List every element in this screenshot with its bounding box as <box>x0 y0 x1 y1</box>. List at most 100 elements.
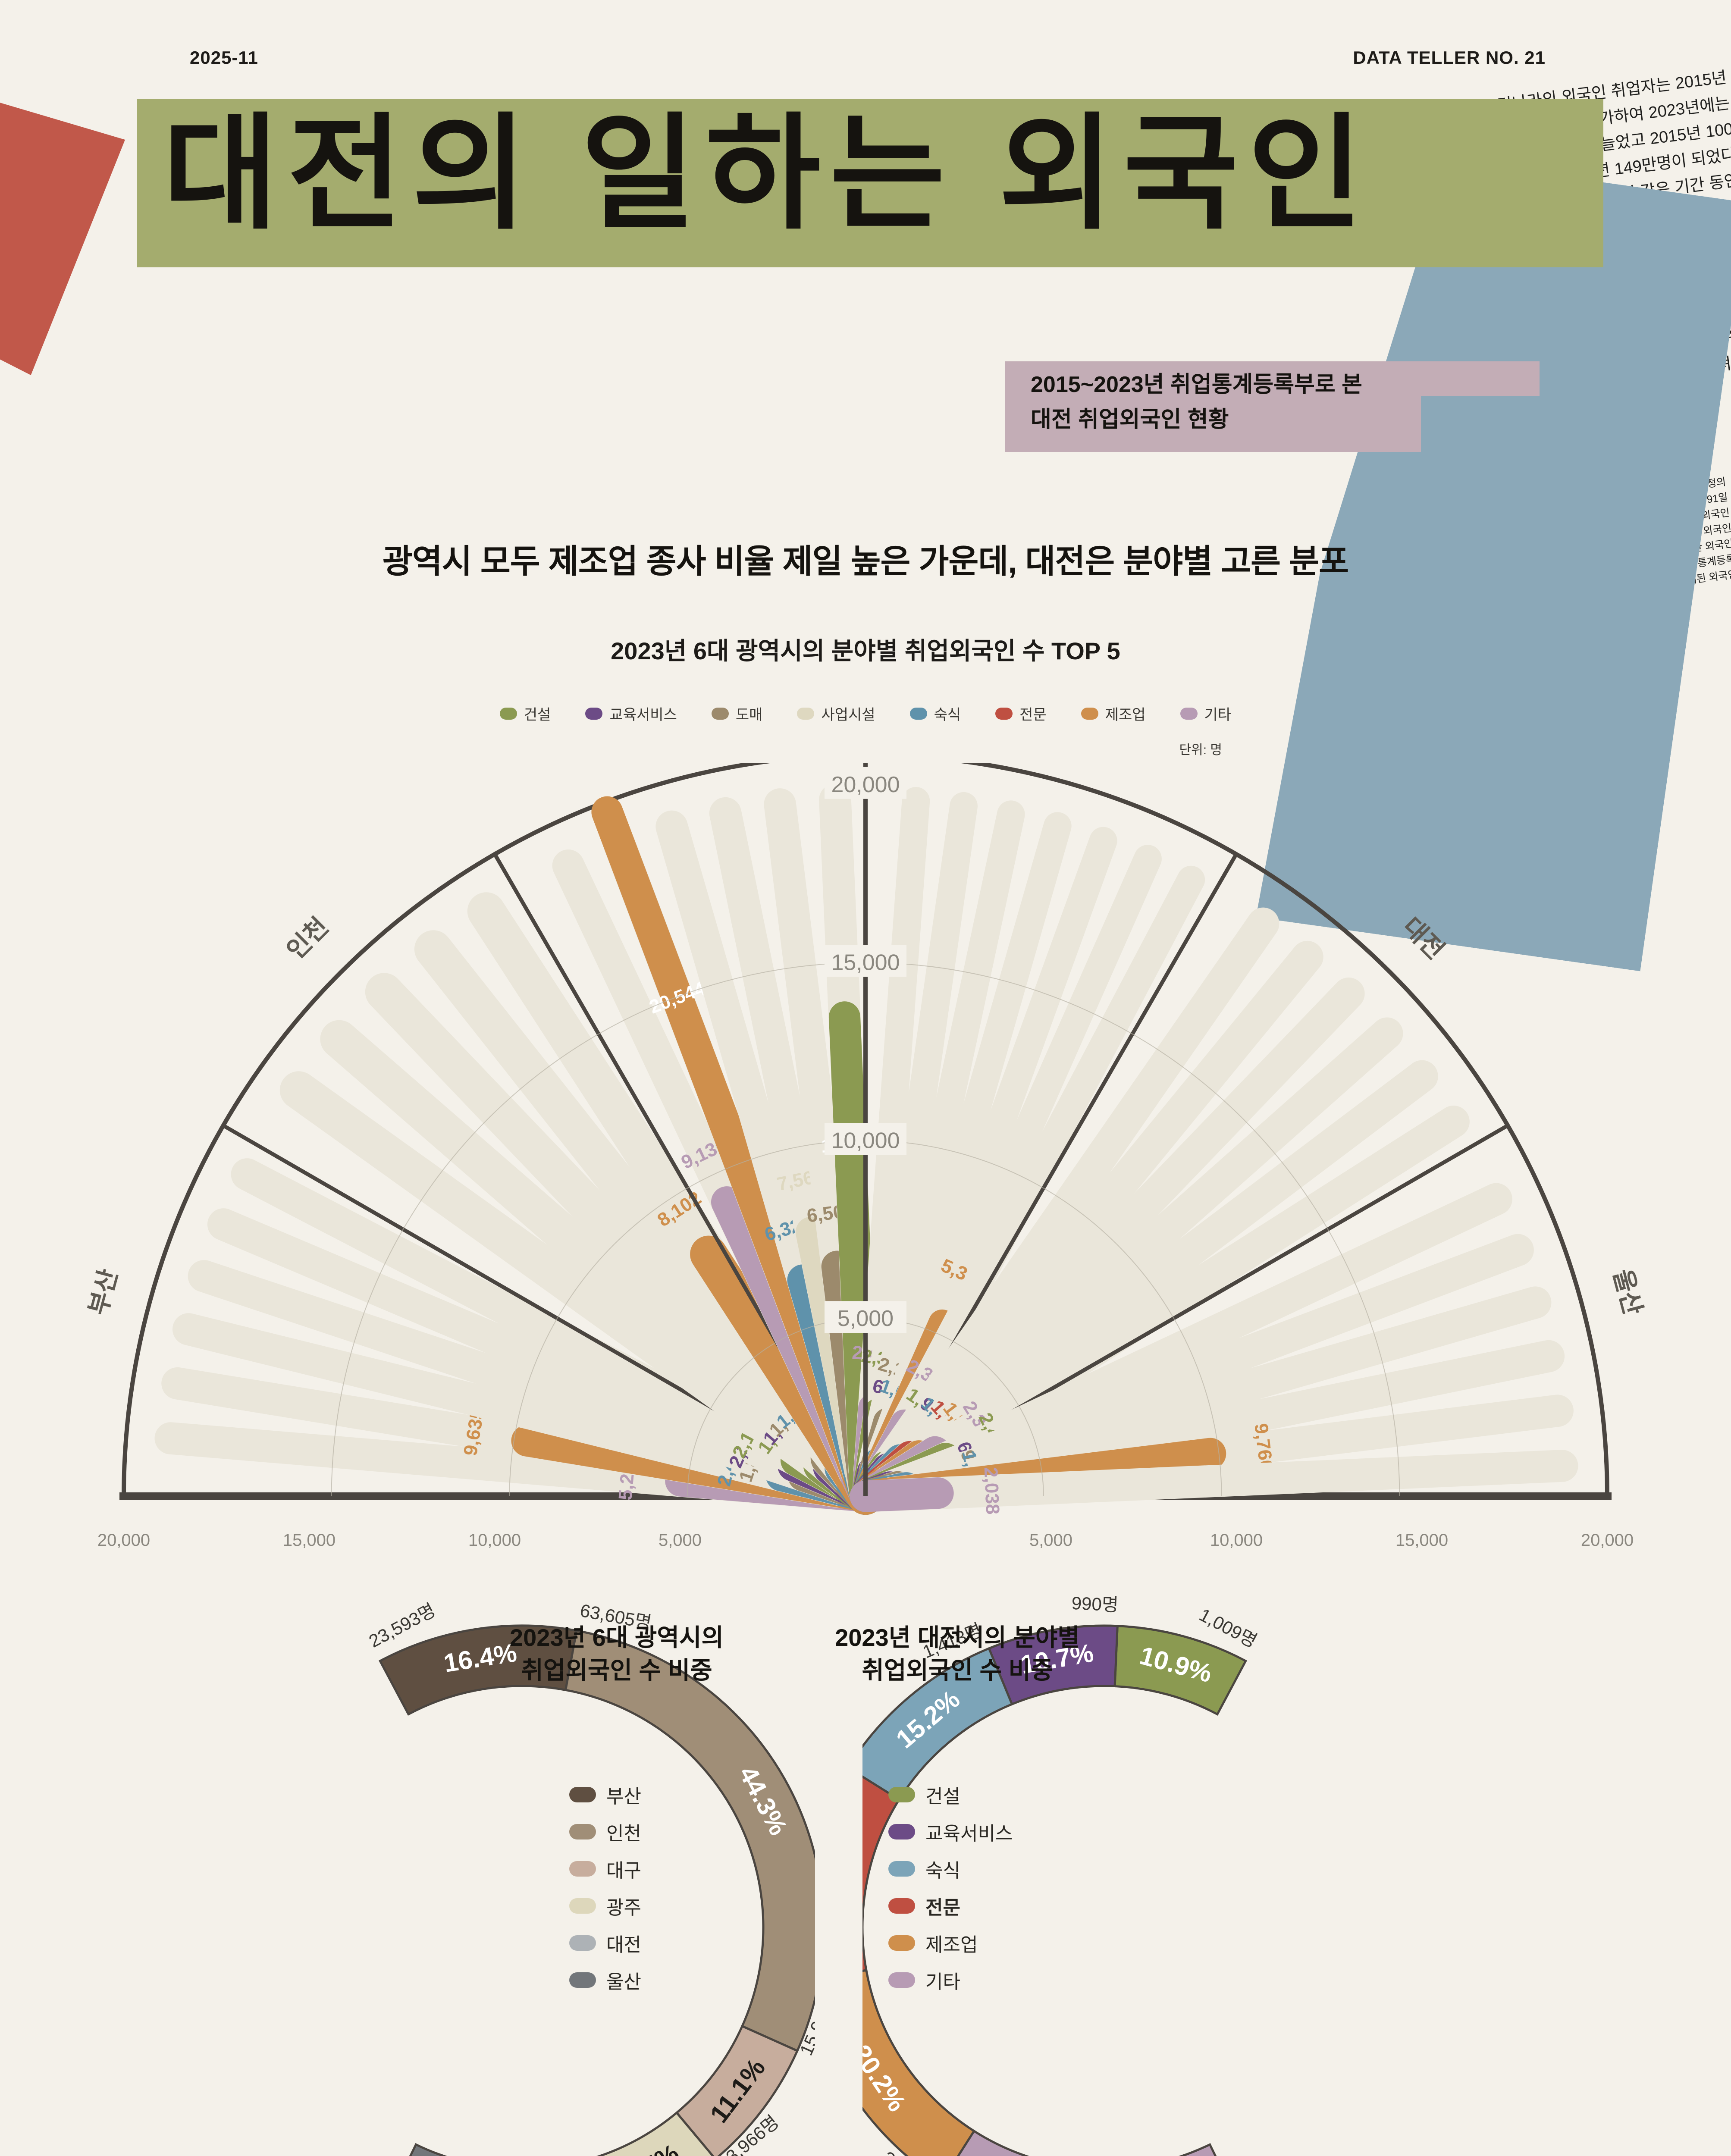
legend-item-건설[interactable]: 건설 <box>499 703 551 724</box>
radial-track <box>871 1106 1470 1499</box>
legend-label: 도매 <box>735 707 763 723</box>
donut-legend-item-대전[interactable]: 대전 <box>569 1929 641 1957</box>
unit-label: 단위: 명 <box>1179 743 1222 757</box>
axis-tick-label: 15,000 <box>282 1531 336 1550</box>
legend-swatch-icon <box>888 1898 915 1914</box>
legend-label: 사업시설 <box>821 707 875 723</box>
radial-tick-bg <box>825 1301 906 1333</box>
radial-tick-label: 5,000 <box>837 1306 894 1331</box>
legend-swatch-icon <box>499 707 517 720</box>
legend-swatch-icon <box>888 1972 915 1988</box>
legend-swatch-icon <box>569 1787 596 1802</box>
radial-value-label: 2,038 <box>980 1467 1003 1515</box>
legend-label: 숙식 <box>934 707 961 723</box>
legend-label: 부산 <box>606 1786 641 1807</box>
donut-legend-item-제조업[interactable]: 제조업 <box>888 1929 1013 1957</box>
legend-swatch-icon <box>711 707 729 720</box>
legend-swatch-icon <box>888 1935 915 1951</box>
issue-date: 2025-11 <box>190 47 258 68</box>
legend-label: 숙식 <box>925 1860 960 1881</box>
legend-item-기타[interactable]: 기타 <box>1180 703 1232 724</box>
subtitle-text: 2015~2023년 취업통계등록부로 본 대전 취업외국인 현황 <box>1031 372 1363 432</box>
radial-tick-label: 10,000 <box>831 1128 900 1153</box>
legend-swatch-icon <box>569 1861 596 1877</box>
legend-item-제조업[interactable]: 제조업 <box>1081 703 1146 724</box>
radial-axis-labels: 20,000 15,000 10,000 5,000 5,000 10,000 15,000… <box>0 1526 1731 1557</box>
radial-track <box>875 1450 1578 1511</box>
radial-tick-bg <box>825 945 906 977</box>
donut-count-label: 990명 <box>1071 1593 1119 1615</box>
legend-label: 인천 <box>606 1823 641 1844</box>
axis-tick-label: 20,000 <box>97 1531 151 1550</box>
title-banner: 대전의 일하는 외국인 <box>137 99 1603 267</box>
radial-track <box>863 865 1205 1488</box>
donut-left-title: 2023년 6대 광역시의 취업외국인 수 비중 <box>510 1624 724 1684</box>
legend-swatch-icon <box>888 1824 915 1839</box>
legend-swatch-icon <box>585 707 603 720</box>
axis-tick-label: 15,000 <box>1395 1531 1449 1550</box>
legend-swatch-icon <box>995 707 1013 720</box>
legend-label: 전문 <box>1019 707 1047 723</box>
legend-label: 기타 <box>925 1971 960 1993</box>
six-metro-donut: 16.4%23,593명44.3%63,605명11.1%15,944명9.7%… <box>82 1591 844 2156</box>
legend-label: 전문 <box>925 1897 960 1918</box>
legend-swatch-icon <box>888 1787 915 1802</box>
radial-chart-svg: 5,2059,6352,4311,8352,2012,1911,5091,264… <box>84 763 1647 1515</box>
donut-slice-대구[interactable] <box>675 2024 799 2156</box>
radial-tick-label: 20,000 <box>831 772 900 797</box>
decorative-red-arrow: 공공데이터 활용 <box>0 73 125 375</box>
radial-tick-label: 15,000 <box>831 950 900 975</box>
donut-legend-item-울산[interactable]: 울산 <box>569 1966 641 1994</box>
legend-label: 기타 <box>1204 707 1232 723</box>
legend-label: 교육서비스 <box>925 1823 1013 1844</box>
legend-label: 제조업 <box>1105 707 1146 723</box>
legend-item-사업시설[interactable]: 사업시설 <box>797 703 875 724</box>
radial-track <box>231 1158 859 1501</box>
donut-slice-기타[interactable] <box>942 2129 1236 2156</box>
legend-label: 제조업 <box>925 1934 978 1955</box>
sector-legend: 건설 교육서비스 도매 사업시설 숙식 전문 제조업 기타 <box>0 703 1731 724</box>
donut-legend-item-대구[interactable]: 대구 <box>569 1855 641 1883</box>
donut-legend-item-부산[interactable]: 부산 <box>569 1781 641 1808</box>
axis-tick-label: 10,000 <box>468 1531 521 1550</box>
donut-legend-item-광주[interactable]: 광주 <box>569 1892 641 1920</box>
data-teller-number: DATA TELLER NO. 21 <box>1353 47 1546 68</box>
donut-legend-item-건설[interactable]: 건설 <box>888 1781 1013 1808</box>
radial-bar-기타 <box>850 1477 954 1512</box>
radial-city-label-대전: 대전 <box>1397 912 1449 965</box>
donut-legend-item-교육서비스[interactable]: 교육서비스 <box>888 1818 1013 1846</box>
legend-swatch-icon <box>569 1935 596 1951</box>
legend-label: 교육서비스 <box>609 707 677 723</box>
donut-slice-광주[interactable] <box>593 2111 715 2156</box>
legend-item-교육서비스[interactable]: 교육서비스 <box>585 703 677 724</box>
legend-label: 건설 <box>925 1786 960 1807</box>
legend-label: 광주 <box>606 1897 641 1918</box>
donut-legend-item-인천[interactable]: 인천 <box>569 1818 641 1846</box>
axis-tick-label: 20,000 <box>1580 1531 1634 1550</box>
page-title: 대전의 일하는 외국인 <box>163 104 1373 244</box>
legend-swatch-icon <box>888 1861 915 1877</box>
legend-swatch-icon <box>1081 707 1098 720</box>
legend-swatch-icon <box>1180 707 1198 720</box>
axis-tick-label: 10,000 <box>1210 1531 1263 1550</box>
donut-legend-item-전문[interactable]: 전문 <box>888 1892 1013 1920</box>
donut-legend-item-기타[interactable]: 기타 <box>888 1966 1013 1994</box>
radial-tick-bg <box>825 767 906 799</box>
legend-item-숙식[interactable]: 숙식 <box>909 703 961 724</box>
donut-slice-울산[interactable] <box>389 2143 532 2156</box>
headline: 광역시 모두 제조업 종사 비율 제일 높은 가운데, 대전은 분야별 고른 분… <box>382 543 1349 580</box>
radial-city-label-인천: 인천 <box>282 912 334 965</box>
donut-right-title: 2023년 대전시의 분야별 취업외국인 수 비중 <box>835 1624 1080 1684</box>
legend-label: 울산 <box>606 1971 641 1993</box>
subtitle-band-top <box>1005 361 1540 396</box>
legend-swatch-icon <box>797 707 815 720</box>
donut-legend-item-숙식[interactable]: 숙식 <box>888 1855 1013 1883</box>
axis-tick-label: 5,000 <box>658 1531 702 1550</box>
subtitle-band-bottom <box>1005 396 1421 452</box>
legend-item-전문[interactable]: 전문 <box>995 703 1047 724</box>
legend-item-도매[interactable]: 도매 <box>711 703 763 724</box>
donut-slice-인천[interactable] <box>564 1629 825 2053</box>
radial-tick-bg <box>825 1123 906 1155</box>
